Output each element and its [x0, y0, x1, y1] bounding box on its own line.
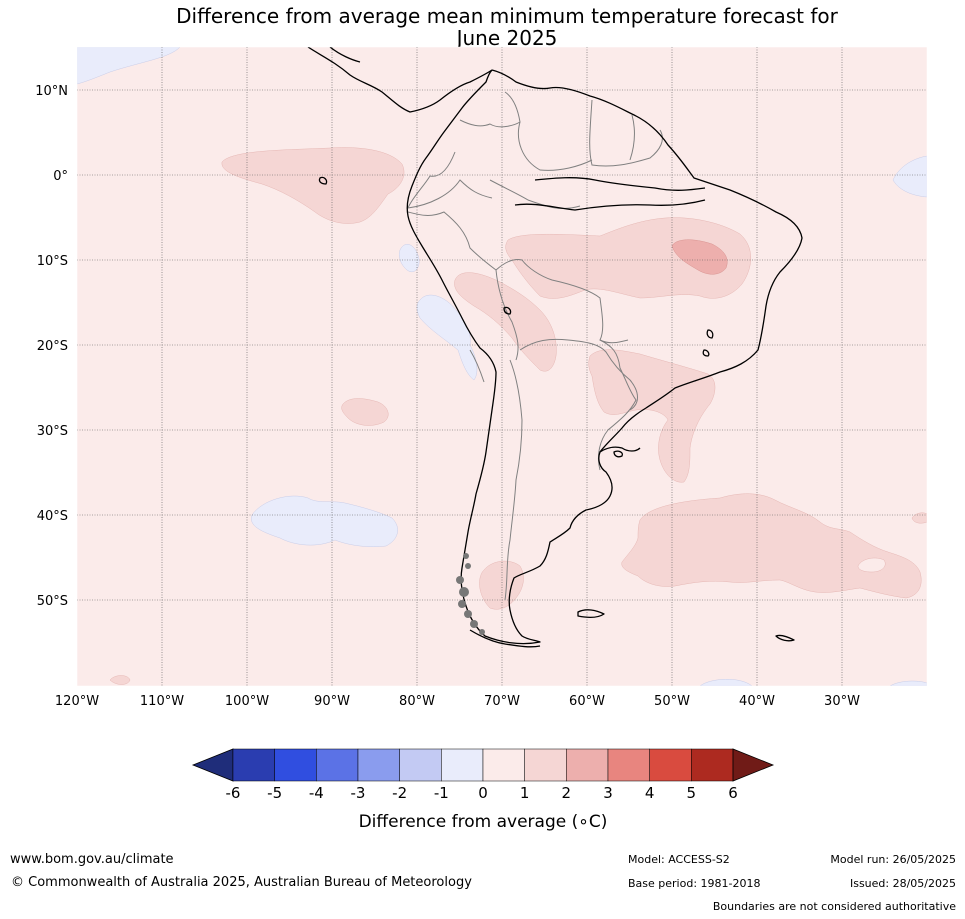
lon-label: 110°W	[140, 694, 184, 709]
colorbar-tick-label: -4	[309, 784, 324, 802]
lon-label: 50°W	[654, 694, 690, 709]
lat-label: 10°N	[35, 84, 68, 99]
colorbar-cell	[441, 748, 484, 782]
graticule	[77, 47, 927, 686]
anomaly-patch-galapagos	[221, 147, 405, 224]
coastline-inland-east-brazil-1	[706, 329, 714, 339]
coastline-mexico-gulf	[329, 47, 361, 63]
colorbar-tick-labels: -6 -5 -4 -3 -2 -1 0 1 2 3 4 5 6	[226, 784, 738, 802]
colorbar-tick-label: -2	[392, 784, 407, 802]
coastline-tierra-del-fuego	[469, 629, 541, 648]
footer-model: Model: ACCESS-S2	[628, 853, 730, 866]
coastline-amazon-river	[534, 177, 706, 191]
anomaly-patch-chaco	[588, 349, 716, 483]
coastlines	[307, 47, 803, 648]
anomaly-patch-south-atlantic	[621, 493, 922, 599]
lon-label: 90°W	[314, 694, 350, 709]
lon-label: 80°W	[399, 694, 435, 709]
below-average-regions	[77, 47, 927, 686]
colorbar-tick-label: 6	[728, 784, 738, 802]
coastline-amazon-tributaries	[514, 199, 706, 211]
anomaly-patch-far-southwest	[109, 675, 131, 685]
colorbar-tick-label: 0	[478, 784, 488, 802]
anomaly-patch-chile-coast	[416, 294, 478, 381]
lat-label: 10°S	[37, 254, 68, 269]
colorbar-tick-label: 1	[520, 784, 530, 802]
anomaly-patch-south-pacific	[251, 495, 398, 547]
colorbar-cell	[482, 748, 525, 782]
colorbar-cell	[232, 748, 275, 782]
lon-label: 120°W	[55, 694, 99, 709]
colorbar-cell	[274, 748, 317, 782]
colorbar-cell	[691, 748, 734, 782]
map-title-line-1: Difference from average mean minimum tem…	[176, 4, 838, 28]
anomaly-patch-northeast-brazil	[671, 239, 728, 275]
colorbar-cell	[649, 748, 692, 782]
colorbar-cell	[357, 748, 400, 782]
anomaly-patch-east-atlantic	[892, 155, 927, 198]
lat-label: 20°S	[37, 339, 68, 354]
lat-label: 0°	[53, 169, 68, 184]
lon-label: 30°W	[824, 694, 860, 709]
colorbar: -6 -5 -4 -3 -2 -1 0 1 2 3 4 5 6 Difference from aver…	[191, 748, 775, 832]
colorbar-lower-extension	[191, 748, 234, 782]
lon-label: 100°W	[225, 694, 269, 709]
colorbar-cell	[607, 748, 650, 782]
coastline-central-america	[307, 47, 493, 113]
colorbar-cell	[524, 748, 567, 782]
colorbar-cells	[232, 748, 734, 782]
longitude-labels: 120°W 110°W 100°W 90°W 80°W 70°W 60°W 50…	[55, 694, 860, 709]
above-average-regions	[109, 147, 927, 685]
coastline-rio-de-la-plata	[599, 446, 641, 453]
colorbar-tick-label: 2	[562, 784, 572, 802]
footer-base-period: Base period: 1981-2018	[628, 877, 761, 890]
coastline-galapagos	[318, 176, 328, 185]
latitude-labels: 10°N 0° 10°S 20°S 30°S 40°S 50°S	[35, 84, 68, 609]
colorbar-tick-label: -3	[351, 784, 366, 802]
coastline-south-america	[406, 69, 803, 645]
colorbar-tick-label: -1	[434, 784, 449, 802]
footer-issued-date: Issued: 28/05/2025	[849, 877, 956, 890]
colorbar-cell	[399, 748, 442, 782]
map-area	[77, 47, 927, 686]
colorbar-upper-extension	[732, 748, 775, 782]
colorbar-tick-label: 4	[645, 784, 655, 802]
anomaly-patch-south-east	[889, 680, 927, 686]
anomaly-hole-south-atlantic	[857, 557, 886, 573]
map-frame	[76, 46, 928, 687]
chile-archipelago	[456, 553, 485, 635]
lon-label: 40°W	[739, 694, 775, 709]
footer-copyright: © Commonwealth of Australia 2025, Austra…	[11, 875, 472, 890]
lat-label: 40°S	[37, 509, 68, 524]
colorbar-tick-label: -6	[226, 784, 241, 802]
footer-disclaimer: Boundaries are not considered authoritat…	[712, 900, 956, 913]
coastline-inland-east-brazil-2	[702, 349, 710, 357]
anomaly-patch-north-pacific	[77, 47, 181, 85]
lat-label: 30°S	[37, 424, 68, 439]
colorbar-tick-label: 5	[687, 784, 697, 802]
coastline-south-georgia	[775, 634, 795, 642]
lon-label: 60°W	[569, 694, 605, 709]
footer-website-link[interactable]: www.bom.gov.au/climate	[10, 852, 174, 867]
anomaly-patch-altiplano	[454, 272, 557, 372]
colorbar-tick-label: -5	[267, 784, 282, 802]
coastline-lagoon-south-brazil	[613, 450, 624, 458]
lat-label: 50°S	[37, 594, 68, 609]
anomaly-patch-far-east	[911, 512, 927, 524]
map-title-line-2: June 2025	[456, 26, 558, 50]
colorbar-cell	[316, 748, 359, 782]
colorbar-cell	[566, 748, 609, 782]
colorbar-title: Difference from average (∘C)	[359, 812, 608, 832]
lon-label: 70°W	[484, 694, 520, 709]
anomaly-patch-amazon	[505, 217, 751, 299]
coastline-falklands	[577, 609, 605, 618]
colorbar-tick-label: 3	[603, 784, 613, 802]
anomaly-patch-patagonia	[479, 560, 524, 610]
footer-model-run: Model run: 26/05/2025	[830, 853, 956, 866]
country-borders	[407, 91, 663, 601]
anomaly-patch-southwest-atlantic-small	[341, 398, 389, 426]
coastline-lake-titicaca	[503, 306, 512, 315]
